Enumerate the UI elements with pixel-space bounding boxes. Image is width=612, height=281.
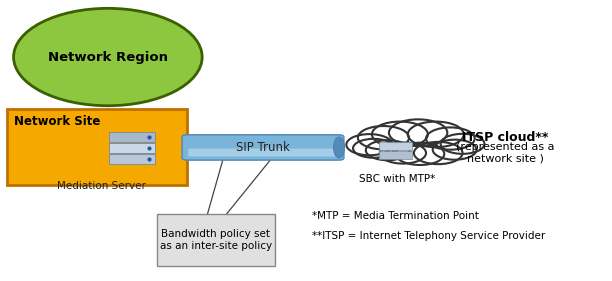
Ellipse shape xyxy=(13,8,202,106)
Circle shape xyxy=(372,122,428,147)
Circle shape xyxy=(441,134,485,154)
Text: SBC with MTP*: SBC with MTP* xyxy=(359,174,435,184)
Circle shape xyxy=(426,127,475,150)
FancyBboxPatch shape xyxy=(182,135,344,160)
FancyBboxPatch shape xyxy=(157,214,275,266)
Text: Network Site: Network Site xyxy=(13,115,100,128)
Text: **ITSP = Internet Telephony Service Provider: **ITSP = Internet Telephony Service Prov… xyxy=(312,232,545,241)
Circle shape xyxy=(353,139,394,158)
Circle shape xyxy=(389,119,447,146)
Circle shape xyxy=(395,143,444,165)
Text: SIP Trunk: SIP Trunk xyxy=(236,141,290,154)
FancyBboxPatch shape xyxy=(379,151,412,158)
Text: Mediation Server: Mediation Server xyxy=(58,181,146,191)
FancyBboxPatch shape xyxy=(110,132,155,142)
FancyBboxPatch shape xyxy=(7,108,187,185)
Circle shape xyxy=(414,142,463,164)
FancyBboxPatch shape xyxy=(110,143,155,153)
FancyBboxPatch shape xyxy=(379,142,412,150)
Polygon shape xyxy=(370,133,463,154)
Ellipse shape xyxy=(334,137,345,158)
Text: ITSP cloud**: ITSP cloud** xyxy=(462,131,548,144)
Circle shape xyxy=(408,122,464,147)
Circle shape xyxy=(433,140,477,160)
Circle shape xyxy=(380,142,426,164)
Circle shape xyxy=(346,134,392,155)
Text: (represented as a
network site ): (represented as a network site ) xyxy=(456,142,554,164)
FancyBboxPatch shape xyxy=(110,154,155,164)
Circle shape xyxy=(366,140,409,160)
Text: Bandwidth policy set
as an inter-site policy: Bandwidth policy set as an inter-site po… xyxy=(160,229,272,251)
Text: *MTP = Media Termination Point: *MTP = Media Termination Point xyxy=(312,211,479,221)
Circle shape xyxy=(358,126,409,149)
FancyBboxPatch shape xyxy=(188,149,338,157)
Text: Network Region: Network Region xyxy=(48,51,168,64)
